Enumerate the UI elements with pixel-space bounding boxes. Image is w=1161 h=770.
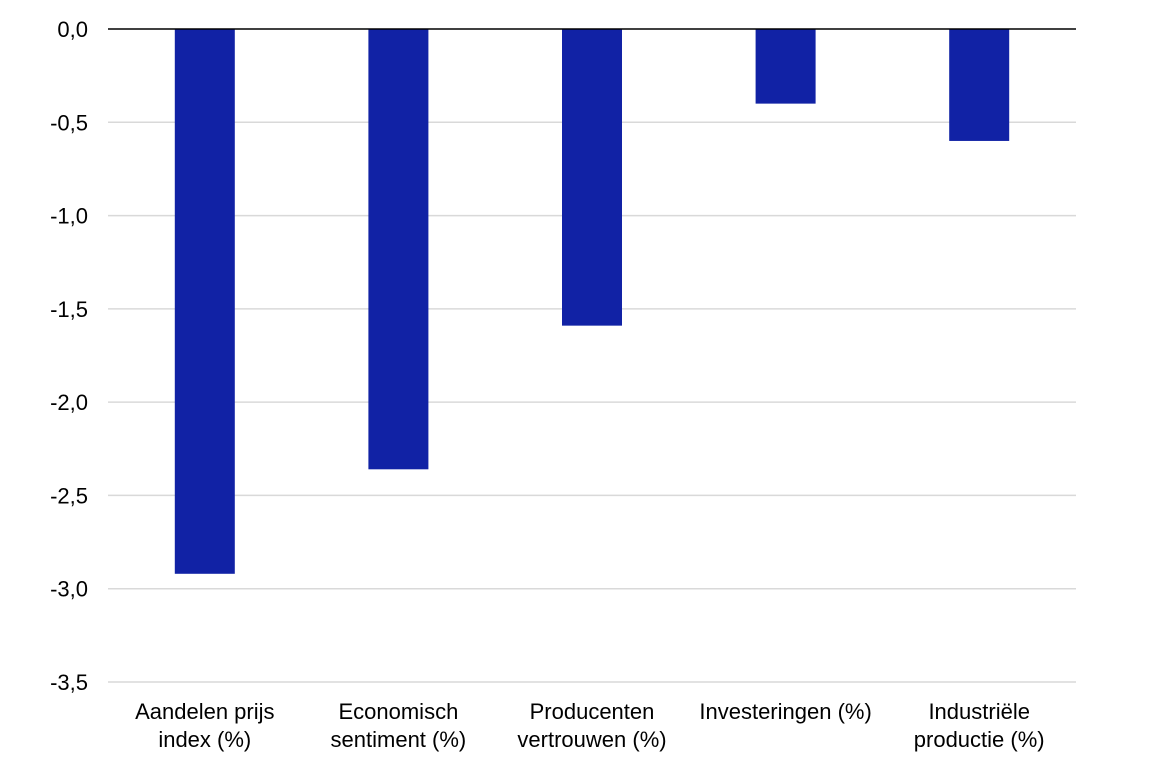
x-category-label-line: productie (%) (914, 727, 1045, 752)
y-tick-label: -2,5 (50, 483, 88, 508)
x-category-label-line: Economisch (338, 699, 458, 724)
y-axis: 0,0 -0,5 -1,0 -1,5 -2,0 -2,5 -3,0 -3,5 (50, 17, 1076, 695)
x-category-label: Economisch sentiment (%) (331, 699, 467, 752)
x-axis: Aandelen prijs index (%) Economisch sentime… (135, 699, 1045, 752)
y-tick-label: -1,0 (50, 204, 88, 229)
x-category-label: Investeringen (%) (699, 699, 871, 724)
bars (174, 29, 1010, 574)
x-category-label-line: index (%) (158, 727, 251, 752)
x-category-label: Producenten vertrouwen (%) (517, 699, 666, 752)
x-category-label-line: vertrouwen (%) (517, 727, 666, 752)
bar (174, 29, 235, 574)
bar (755, 29, 816, 104)
x-category-label: Industriële productie (%) (914, 699, 1045, 752)
x-category-label-line: sentiment (%) (331, 727, 467, 752)
y-tick-label: -2,0 (50, 390, 88, 415)
y-tick-label: -3,5 (50, 670, 88, 695)
y-tick-label: 0,0 (57, 17, 88, 42)
y-tick-label: -0,5 (50, 110, 88, 135)
y-tick-label: -3,0 (50, 577, 88, 602)
x-category-label-line: Producenten (530, 699, 655, 724)
x-category-label: Aandelen prijs index (%) (135, 699, 274, 752)
bar (368, 29, 429, 470)
y-tick-label: -1,5 (50, 297, 88, 322)
x-category-label-line: Industriële (928, 699, 1030, 724)
bar (949, 29, 1010, 141)
bar (562, 29, 622, 326)
x-category-label-line: Aandelen prijs (135, 699, 274, 724)
x-category-label-line: Investeringen (%) (699, 699, 871, 724)
